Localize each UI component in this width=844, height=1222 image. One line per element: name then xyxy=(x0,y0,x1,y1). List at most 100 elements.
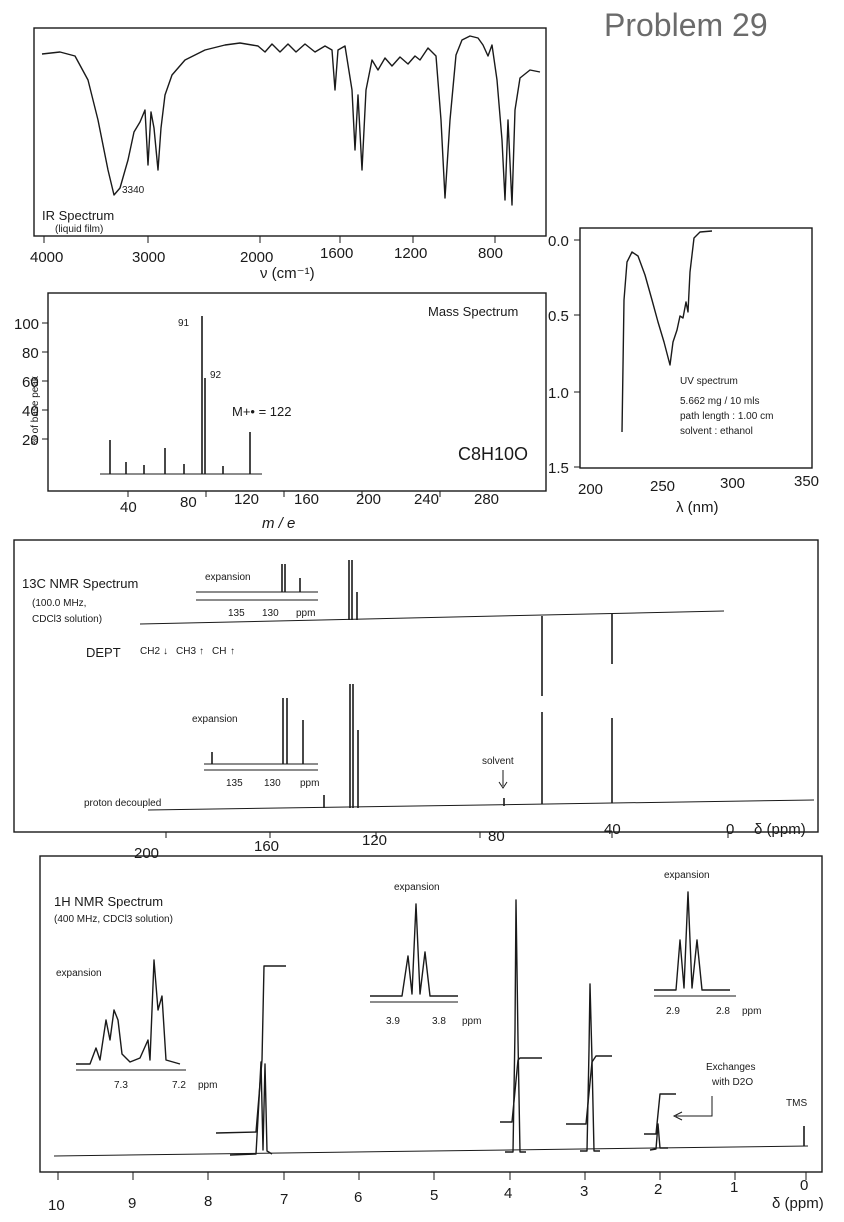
uv-yticks xyxy=(574,239,580,468)
dept-expansion-label: expansion xyxy=(205,572,251,583)
ir-tick-label: 800 xyxy=(478,245,503,262)
dept-baseline xyxy=(139,610,725,625)
ms-peak-label: 91 xyxy=(178,318,190,329)
ir-tick-label: 1200 xyxy=(394,245,427,262)
h1-exp1-tick: ppm xyxy=(198,1080,217,1091)
ms-xtick-label: 80 xyxy=(180,494,197,511)
h1-integral-2.86 xyxy=(566,1055,612,1125)
h1-nmr-panel: 1H NMR Spectrum (400 MHz, CDCl3 solution… xyxy=(39,855,824,1214)
ir-tick-label: 3000 xyxy=(132,249,165,266)
h1-label: 1H NMR Spectrum xyxy=(54,894,163,909)
h1-xtick-label: 0 xyxy=(800,1177,808,1194)
h1-xtick-label: 3 xyxy=(580,1183,588,1200)
h1-exchange-line2: with D2O xyxy=(711,1077,753,1088)
c13-xtick-label: 160 xyxy=(254,838,279,855)
h1-exp3-tick: ppm xyxy=(742,1006,761,1017)
h1-xticks xyxy=(57,1172,807,1180)
dept-key-ch3: CH3 xyxy=(176,646,196,657)
c13-xtick-label: 200 xyxy=(134,845,159,862)
uv-ytick-label: 1.0 xyxy=(548,385,569,402)
h1-exp3-tick: 2.9 xyxy=(666,1006,680,1017)
h1-integral-oh xyxy=(644,1093,676,1135)
h1-integral-aromatic xyxy=(215,965,286,1134)
ms-yticks xyxy=(42,322,48,440)
h1-xtick-label: 7 xyxy=(280,1191,288,1208)
h1-sublabel: (400 MHz, CDCl3 solution) xyxy=(54,914,173,925)
c13-xtick-label: 40 xyxy=(604,821,621,838)
uv-ytick-label: 0.5 xyxy=(548,308,569,325)
page-title: Problem 29 xyxy=(604,7,768,43)
dept-key-ch2: CH2 xyxy=(140,646,160,657)
ms-xticks xyxy=(127,491,441,497)
ir-spectrum-panel: 3340 IR Spectrum (liquid film) 4000 3000… xyxy=(30,27,547,282)
c13-label: 13C NMR Spectrum xyxy=(22,576,138,591)
c13-frame xyxy=(13,539,819,833)
h1-exp3-label: expansion xyxy=(664,870,710,881)
uv-xlabel: λ (nm) xyxy=(676,499,719,516)
ir-frame xyxy=(33,27,547,237)
h1-exchange-line1: Exchanges xyxy=(706,1062,755,1073)
dept-label: DEPT xyxy=(86,645,121,660)
pd-expansion-tick: ppm xyxy=(300,778,319,789)
ir-annotation: 3340 xyxy=(122,185,145,196)
pd-decoupled-label: proton decoupled xyxy=(84,798,161,809)
ms-ytick-label: 100 xyxy=(14,316,39,333)
svg-text:↓: ↓ xyxy=(163,646,168,657)
uv-ytick-label: 1.5 xyxy=(548,460,569,477)
h1-xlabel: δ (ppm) xyxy=(772,1195,824,1212)
c13-freq: (100.0 MHz, xyxy=(32,598,86,609)
ms-label: Mass Spectrum xyxy=(428,304,518,319)
ms-ytick-label: 60 xyxy=(22,374,39,391)
uv-spectrum-panel: 0.0 0.5 1.0 1.5 UV spectrum 5.662 mg / 1… xyxy=(548,227,819,516)
uv-frame xyxy=(579,227,813,469)
uv-xtick-label: 200 xyxy=(578,481,603,498)
pd-expansion-tick: 130 xyxy=(264,778,281,789)
ms-molecular-ion: M+• = 122 xyxy=(232,404,291,419)
h1-exp2-tick: 3.8 xyxy=(432,1016,446,1027)
ms-peak-label: 92 xyxy=(210,370,222,381)
h1-xtick-label: 5 xyxy=(430,1187,438,1204)
ir-tick-marks xyxy=(43,236,496,243)
h1-peak-3.85 xyxy=(505,899,526,1153)
uv-ytick-label: 0.0 xyxy=(548,233,569,250)
h1-exp2-label: expansion xyxy=(394,882,440,893)
ir-tick-label: 4000 xyxy=(30,249,63,266)
h1-peak-oh xyxy=(649,1123,668,1151)
h1-xtick-label: 9 xyxy=(128,1195,136,1212)
ms-xtick-label: 40 xyxy=(120,499,137,516)
ms-xtick-label: 240 xyxy=(414,491,439,508)
ms-xtick-label: 200 xyxy=(356,491,381,508)
uv-line3: solvent : ethanol xyxy=(680,426,753,437)
h1-xtick-label: 4 xyxy=(504,1185,512,1202)
c13-xtick-label: 0 xyxy=(726,821,734,838)
h1-exp3-tick: 2.8 xyxy=(716,1006,730,1017)
c13-xtick-label: 120 xyxy=(362,832,387,849)
dept-expansion-tick: 130 xyxy=(262,608,279,619)
h1-exp2-tick: 3.9 xyxy=(386,1016,400,1027)
mass-spectrum-panel: Mass Spectrum % of base peak 100 80 60 4… xyxy=(14,292,547,532)
uv-xtick-label: 250 xyxy=(650,478,675,495)
h1-xtick-label: 2 xyxy=(654,1181,662,1198)
ms-xtick-label: 160 xyxy=(294,491,319,508)
pd-expansion-label: expansion xyxy=(192,714,238,725)
ms-xlabel: m / e xyxy=(262,515,295,532)
h1-exp2-trace xyxy=(370,903,458,997)
ms-peaks xyxy=(109,316,251,474)
h1-exp1-tick: 7.2 xyxy=(172,1080,186,1091)
h1-exp1-trace xyxy=(76,959,181,1065)
ms-ytick-label: 40 xyxy=(22,403,39,420)
c13-xticks xyxy=(165,832,729,838)
ir-sublabel: (liquid film) xyxy=(55,224,103,235)
h1-xtick-label: 8 xyxy=(204,1193,212,1210)
pd-solvent-label: solvent xyxy=(482,756,514,767)
c13-xtick-label: 80 xyxy=(488,828,505,845)
h1-peak-2.86 xyxy=(580,983,600,1152)
h1-integral-3.85 xyxy=(500,1057,542,1123)
ms-formula: C8H10O xyxy=(458,444,528,464)
pd-baseline xyxy=(147,799,815,811)
ir-tick-label: 1600 xyxy=(320,245,353,262)
ms-xtick-label: 120 xyxy=(234,491,259,508)
uv-label: UV spectrum xyxy=(680,376,738,387)
dept-key-ch: CH xyxy=(212,646,226,657)
